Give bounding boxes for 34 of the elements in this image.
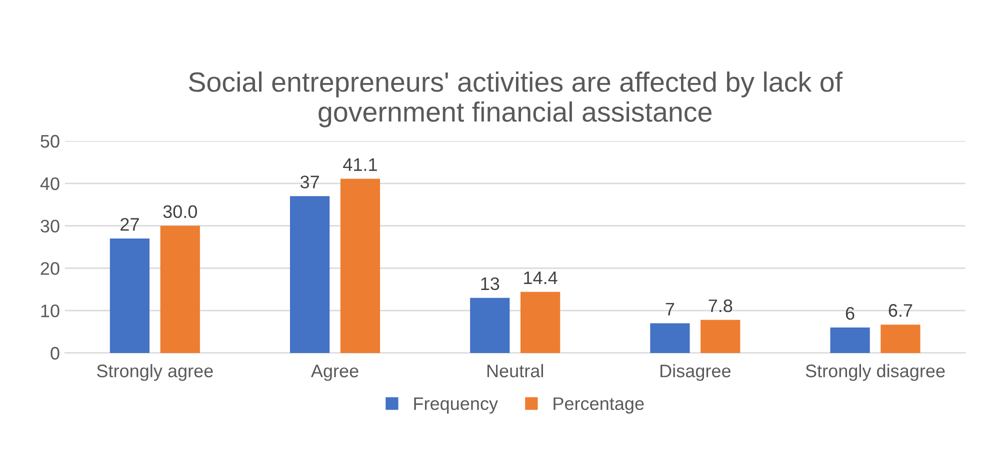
data-label: 13 bbox=[481, 277, 500, 290]
data-label: 30.0 bbox=[163, 205, 197, 218]
data-label: 7 bbox=[666, 302, 674, 316]
data-label: 14.4 bbox=[524, 272, 558, 284]
bar bbox=[110, 238, 150, 353]
x-tick-label: Strongly agree bbox=[97, 364, 213, 381]
data-label: 7.8 bbox=[708, 299, 732, 312]
y-tick-label: 50 bbox=[40, 134, 60, 148]
x-tick-label: Disagree bbox=[660, 364, 731, 381]
x-tick-label: Strongly disagree bbox=[806, 364, 945, 381]
bar bbox=[830, 328, 870, 353]
bar bbox=[160, 226, 200, 353]
data-label: 41.1 bbox=[343, 158, 377, 171]
data-label: 6 bbox=[846, 307, 854, 320]
y-tick-label: 40 bbox=[40, 177, 60, 190]
data-label: 37 bbox=[300, 176, 319, 188]
bar bbox=[700, 320, 740, 353]
legend-label: Frequency bbox=[414, 397, 498, 414]
chart-title: Social entrepreneurs' activities are affected by lack of government financial assistance bbox=[188, 72, 843, 128]
x-tick-label: Neutral bbox=[487, 364, 543, 378]
bar bbox=[880, 324, 920, 353]
y-tick-label: 0 bbox=[50, 346, 60, 360]
y-tick-label: 10 bbox=[41, 304, 60, 318]
legend-label: Percentage bbox=[554, 397, 644, 414]
data-label: 6.7 bbox=[888, 304, 912, 317]
bar bbox=[520, 292, 560, 353]
data-label: 27 bbox=[120, 218, 139, 231]
x-tick-label: Agree bbox=[310, 364, 358, 381]
bar bbox=[470, 298, 510, 353]
bar bbox=[340, 178, 380, 353]
y-tick-label: 30 bbox=[40, 220, 60, 233]
bar bbox=[290, 196, 330, 353]
bar bbox=[650, 323, 690, 353]
y-tick-label: 20 bbox=[40, 262, 60, 275]
